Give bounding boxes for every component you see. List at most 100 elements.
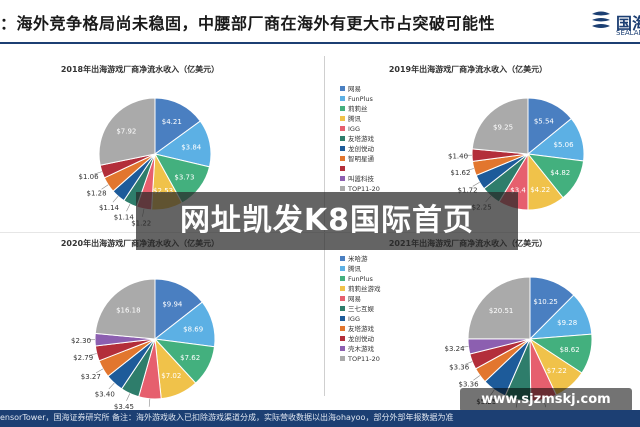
legend-swatch [340,326,345,331]
pie-charts-canvas: 2018年出海游戏厂商净流水收入（亿美元） $4.21 $3.84 $3.73$2.5… [61,64,593,410]
slice-value-label: $4.82 [550,169,570,177]
slice-value-label: $10.25 [533,298,558,306]
pie-slice [467,276,531,340]
slice-value-label: $3.45 [114,403,134,410]
legend-label: 米哈游 [348,254,368,263]
label-leader-line [464,361,473,365]
label-leader-line [126,393,131,401]
legend-swatch [340,276,345,281]
label-leader-line [473,375,481,381]
slice-value-label: $7.62 [180,354,200,362]
slice-value-label: $3.84 [181,144,202,152]
label-leader-line [95,368,104,374]
label-leader-line [94,171,102,175]
legend-label: FunPlus [348,275,373,283]
slice-value-label: $7.92 [116,128,136,136]
legend-swatch [340,286,345,291]
slice-value-label: $3.40 [95,390,115,398]
overlay-banner-text: 网址凯发K8国际首页 [179,203,475,238]
legend-swatch [340,146,345,151]
legend-swatch [340,106,345,111]
legend-swatch [340,356,345,361]
slice-value-label: $16.18 [116,307,141,315]
slice-value-label: $9.94 [162,300,183,308]
slice-value-label: $7.02 [161,372,181,380]
slice-value-label: $2.53 [153,187,173,195]
legend-label: 智明星通 [348,154,375,163]
slice-value-label: $2.79 [73,354,93,362]
legend-label: 壳木游戏 [348,344,375,353]
legend-label: TOP11-20 [347,185,380,193]
legend-label: 龙创悦动 [348,144,375,153]
legend-swatch [340,176,345,181]
slice-value-label: $9.25 [493,124,513,132]
slice-value-label: $2.30 [71,337,91,345]
slice-value-label: $8.69 [183,326,203,334]
legend-label: 友塔游戏 [348,324,375,333]
legend-swatch [340,316,345,321]
slice-value-label: $5.54 [534,118,555,126]
footer-bar [0,410,640,427]
overlay-banner [136,192,518,250]
legend-swatch [340,126,345,131]
slice-value-label: $4.21 [162,118,182,126]
slice-value-label: $1.14 [114,214,135,222]
slice-value-label: $3.36 [449,364,470,372]
footer-source-note: ensorTower，国海证券研究所 备注：海外游戏收入已扣除游戏渠道分成，实际… [0,413,454,422]
label-leader-line [108,382,115,390]
slice-value-label: $1.40 [448,152,468,160]
label-leader-line [126,203,131,212]
pie-slice [98,97,156,166]
slice-value-label: $9.28 [557,319,577,327]
site-watermark: www.sjzmskj.com [460,388,632,412]
pie-slice [154,97,201,155]
slice-value-label: $5.06 [553,141,574,149]
legend-swatch [340,256,345,261]
logo-text: 国海 [616,14,640,33]
legend-label: 叫嚣科技 [348,174,375,183]
slice-value-label: $3.36 [459,381,480,389]
pie-slice [154,278,203,341]
slice-value-label: $1.72 [458,186,478,194]
chart-title-2: 2019年出海游戏厂商净流水收入（亿美元） [389,64,547,74]
legend-swatch [340,156,345,161]
legend-swatch [340,346,345,351]
slice-value-label: $1.62 [450,169,470,177]
label-leader-line [148,398,151,407]
legend-label: FunPlus [348,95,373,103]
legend-swatch [340,166,345,171]
legend-label: 网易 [348,295,361,303]
chart-title-1: 2018年出海游戏厂商净流水收入（亿美元） [61,64,219,74]
legend-label: 网易 [348,85,361,93]
slice-value-label: $3.4 [510,187,526,195]
slice-value-label: $1.14 [99,204,120,212]
legend-label: 莉莉丝游戏 [348,284,381,293]
page-title: ：海外竞争格局尚未稳固，中腰部厂商在海外有更大市占突破可能性 [0,14,496,33]
label-leader-line [472,182,480,187]
legend-swatch [340,86,345,91]
legend-swatch [340,296,345,301]
slice-value-label: $3.24 [445,345,466,353]
slice-value-label: $7.22 [547,367,567,375]
slice-value-label: $1.28 [87,190,107,198]
legend-swatch [340,186,345,191]
slice-value-label: $3.73 [174,173,194,181]
legend-swatch [340,266,345,271]
legend-label: 友塔游戏 [348,134,375,143]
legend-label: 莉莉丝 [348,104,368,113]
legend-label: 腾讯 [348,114,362,123]
label-leader-line [112,196,119,203]
pie-slice [94,278,156,340]
label-leader-line [88,353,97,356]
slice-value-label: $3.27 [81,373,101,381]
sealand-logo-icon [588,8,614,34]
slice-value-label: $1.06 [79,173,100,181]
legend-label: TOP11-20 [347,355,380,363]
legend-label: 三七互娱 [348,304,375,313]
header-bar [0,0,640,44]
legend-label: 龙创悦动 [348,334,375,343]
legend-swatch [340,96,345,101]
legend-swatch [340,306,345,311]
label-leader-line [101,184,109,190]
legend-swatch [340,136,345,141]
